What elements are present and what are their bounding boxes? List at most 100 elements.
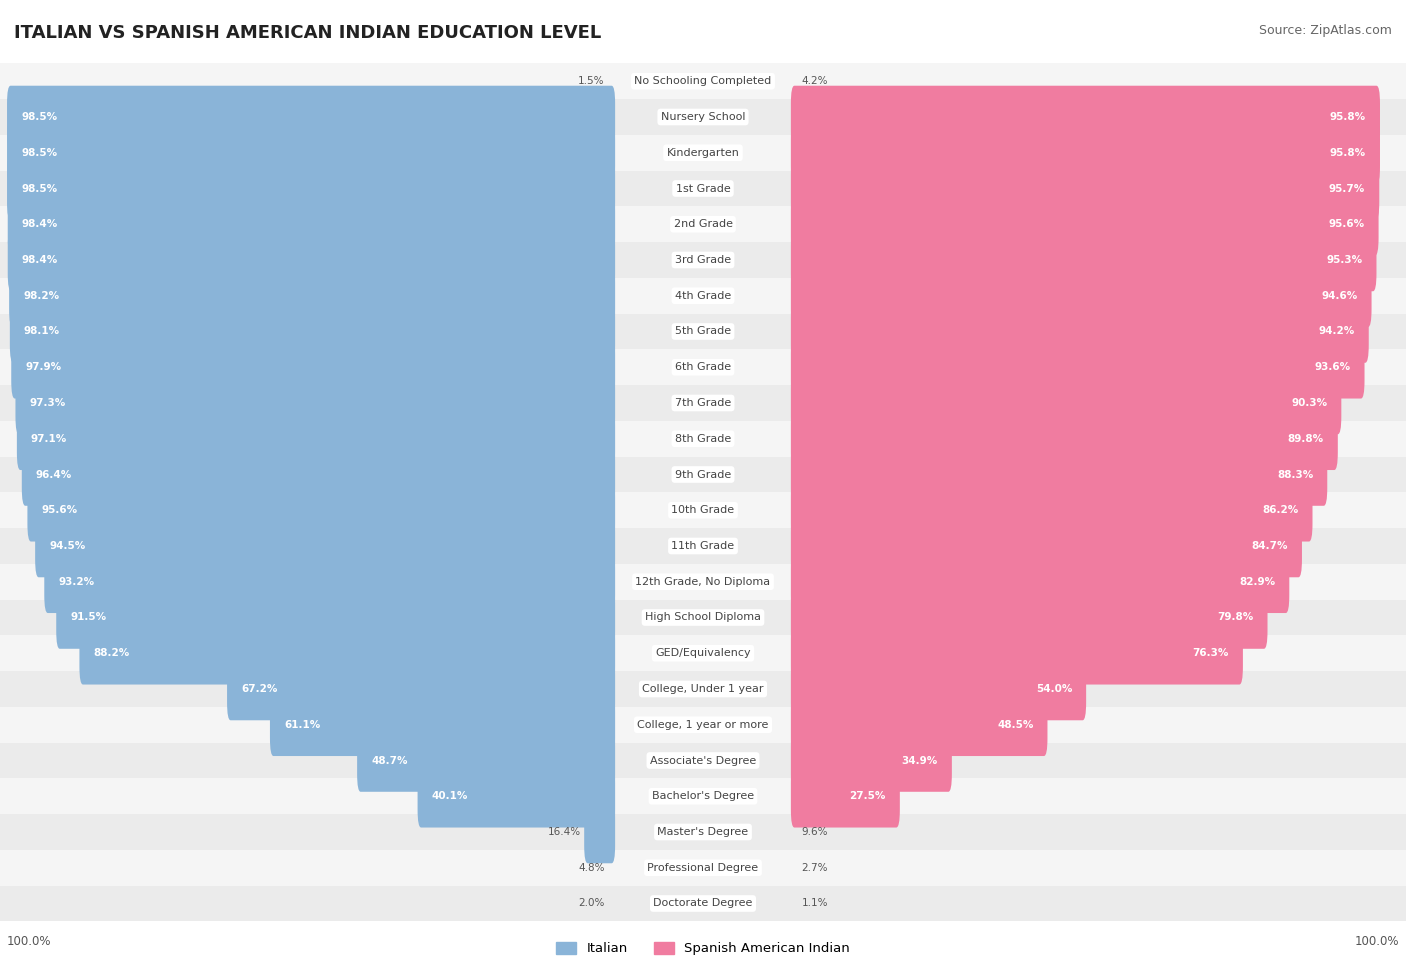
FancyBboxPatch shape bbox=[790, 693, 1047, 756]
FancyBboxPatch shape bbox=[7, 157, 616, 219]
Text: 97.9%: 97.9% bbox=[25, 363, 62, 372]
Text: 7th Grade: 7th Grade bbox=[675, 398, 731, 408]
FancyBboxPatch shape bbox=[790, 444, 1327, 506]
Text: 98.2%: 98.2% bbox=[22, 291, 59, 300]
Text: 79.8%: 79.8% bbox=[1218, 612, 1254, 622]
FancyBboxPatch shape bbox=[0, 171, 1406, 207]
FancyBboxPatch shape bbox=[790, 122, 1381, 184]
FancyBboxPatch shape bbox=[790, 300, 1369, 363]
Text: 2.7%: 2.7% bbox=[801, 863, 828, 873]
Text: College, 1 year or more: College, 1 year or more bbox=[637, 720, 769, 729]
Text: 98.4%: 98.4% bbox=[21, 255, 58, 265]
Text: 67.2%: 67.2% bbox=[242, 684, 277, 694]
Text: 12th Grade, No Diploma: 12th Grade, No Diploma bbox=[636, 577, 770, 587]
Text: 16.4%: 16.4% bbox=[547, 827, 581, 837]
Text: 95.8%: 95.8% bbox=[1330, 148, 1367, 158]
Text: 9.6%: 9.6% bbox=[801, 827, 828, 837]
Text: 95.7%: 95.7% bbox=[1329, 183, 1365, 193]
Text: College, Under 1 year: College, Under 1 year bbox=[643, 684, 763, 694]
Text: 89.8%: 89.8% bbox=[1288, 434, 1324, 444]
Text: GED/Equivalency: GED/Equivalency bbox=[655, 648, 751, 658]
FancyBboxPatch shape bbox=[790, 408, 1339, 470]
Text: 100.0%: 100.0% bbox=[7, 935, 52, 948]
Text: 88.3%: 88.3% bbox=[1277, 470, 1313, 480]
FancyBboxPatch shape bbox=[0, 707, 1406, 743]
Text: Kindergarten: Kindergarten bbox=[666, 148, 740, 158]
FancyBboxPatch shape bbox=[790, 622, 1243, 684]
FancyBboxPatch shape bbox=[0, 850, 1406, 885]
Text: 95.6%: 95.6% bbox=[41, 505, 77, 515]
FancyBboxPatch shape bbox=[790, 371, 1341, 434]
FancyBboxPatch shape bbox=[226, 658, 616, 721]
FancyBboxPatch shape bbox=[79, 622, 616, 684]
FancyBboxPatch shape bbox=[0, 528, 1406, 564]
Text: 94.6%: 94.6% bbox=[1322, 291, 1358, 300]
FancyBboxPatch shape bbox=[0, 349, 1406, 385]
Text: 6th Grade: 6th Grade bbox=[675, 363, 731, 372]
Text: 34.9%: 34.9% bbox=[901, 756, 938, 765]
Text: 54.0%: 54.0% bbox=[1036, 684, 1073, 694]
Text: 10th Grade: 10th Grade bbox=[672, 505, 734, 515]
Text: 48.7%: 48.7% bbox=[371, 756, 408, 765]
FancyBboxPatch shape bbox=[790, 193, 1379, 255]
FancyBboxPatch shape bbox=[790, 658, 1087, 721]
FancyBboxPatch shape bbox=[44, 551, 616, 613]
Text: 98.4%: 98.4% bbox=[21, 219, 58, 229]
Text: 76.3%: 76.3% bbox=[1192, 648, 1229, 658]
Text: 48.5%: 48.5% bbox=[997, 720, 1033, 729]
FancyBboxPatch shape bbox=[0, 885, 1406, 921]
Text: No Schooling Completed: No Schooling Completed bbox=[634, 76, 772, 86]
FancyBboxPatch shape bbox=[418, 765, 616, 828]
FancyBboxPatch shape bbox=[790, 336, 1365, 399]
FancyBboxPatch shape bbox=[7, 193, 616, 255]
FancyBboxPatch shape bbox=[790, 86, 1381, 148]
FancyBboxPatch shape bbox=[790, 551, 1289, 613]
Text: 98.5%: 98.5% bbox=[21, 183, 58, 193]
Text: 4th Grade: 4th Grade bbox=[675, 291, 731, 300]
FancyBboxPatch shape bbox=[790, 586, 1268, 648]
Text: 4.8%: 4.8% bbox=[578, 863, 605, 873]
FancyBboxPatch shape bbox=[790, 157, 1379, 219]
FancyBboxPatch shape bbox=[11, 336, 616, 399]
Text: 100.0%: 100.0% bbox=[1354, 935, 1399, 948]
Text: ITALIAN VS SPANISH AMERICAN INDIAN EDUCATION LEVEL: ITALIAN VS SPANISH AMERICAN INDIAN EDUCA… bbox=[14, 24, 602, 42]
Text: Bachelor's Degree: Bachelor's Degree bbox=[652, 792, 754, 801]
FancyBboxPatch shape bbox=[10, 300, 616, 363]
FancyBboxPatch shape bbox=[0, 421, 1406, 456]
FancyBboxPatch shape bbox=[0, 314, 1406, 349]
Text: 95.3%: 95.3% bbox=[1326, 255, 1362, 265]
Text: 90.3%: 90.3% bbox=[1291, 398, 1327, 408]
FancyBboxPatch shape bbox=[0, 63, 1406, 99]
Text: 9th Grade: 9th Grade bbox=[675, 470, 731, 480]
FancyBboxPatch shape bbox=[0, 564, 1406, 600]
FancyBboxPatch shape bbox=[28, 479, 616, 541]
Text: Master's Degree: Master's Degree bbox=[658, 827, 748, 837]
FancyBboxPatch shape bbox=[0, 743, 1406, 778]
FancyBboxPatch shape bbox=[0, 385, 1406, 421]
Text: 93.2%: 93.2% bbox=[58, 577, 94, 587]
FancyBboxPatch shape bbox=[270, 693, 616, 756]
FancyBboxPatch shape bbox=[56, 586, 616, 648]
Text: 95.6%: 95.6% bbox=[1329, 219, 1365, 229]
FancyBboxPatch shape bbox=[0, 242, 1406, 278]
FancyBboxPatch shape bbox=[0, 671, 1406, 707]
FancyBboxPatch shape bbox=[0, 456, 1406, 492]
Text: 2nd Grade: 2nd Grade bbox=[673, 219, 733, 229]
FancyBboxPatch shape bbox=[790, 515, 1302, 577]
Text: 61.1%: 61.1% bbox=[284, 720, 321, 729]
Text: 94.2%: 94.2% bbox=[1319, 327, 1355, 336]
FancyBboxPatch shape bbox=[17, 408, 616, 470]
FancyBboxPatch shape bbox=[0, 99, 1406, 135]
FancyBboxPatch shape bbox=[0, 636, 1406, 671]
FancyBboxPatch shape bbox=[0, 135, 1406, 171]
FancyBboxPatch shape bbox=[790, 729, 952, 792]
FancyBboxPatch shape bbox=[7, 229, 616, 292]
Text: 82.9%: 82.9% bbox=[1239, 577, 1275, 587]
Text: 27.5%: 27.5% bbox=[849, 792, 886, 801]
Text: 98.5%: 98.5% bbox=[21, 148, 58, 158]
Text: High School Diploma: High School Diploma bbox=[645, 612, 761, 622]
Text: 40.1%: 40.1% bbox=[432, 792, 468, 801]
Text: Nursery School: Nursery School bbox=[661, 112, 745, 122]
Text: Doctorate Degree: Doctorate Degree bbox=[654, 899, 752, 909]
FancyBboxPatch shape bbox=[35, 515, 616, 577]
